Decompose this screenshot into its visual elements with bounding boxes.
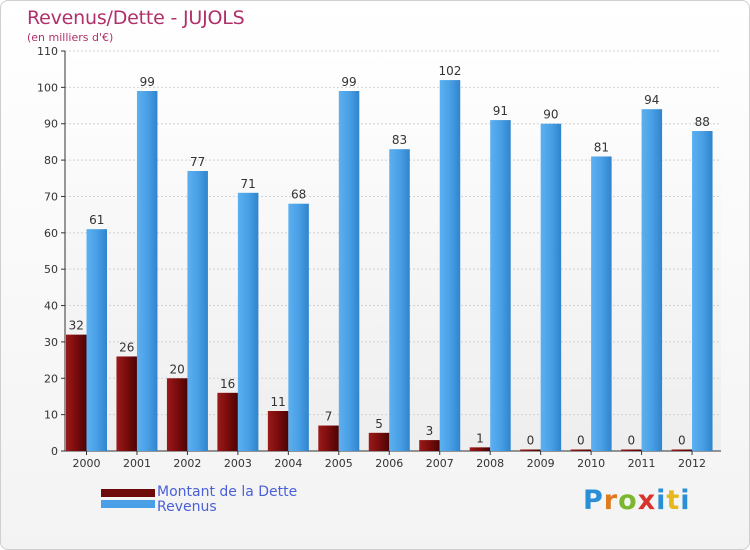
x-tick-label: 2012 bbox=[678, 457, 706, 470]
bar-revenus bbox=[389, 149, 410, 451]
bar-dette bbox=[368, 432, 390, 451]
data-label: 0 bbox=[628, 434, 636, 448]
bar-dette bbox=[520, 449, 541, 451]
y-tick-label: 80 bbox=[44, 154, 58, 167]
data-label: 3 bbox=[426, 424, 434, 438]
bar-dette bbox=[267, 411, 289, 451]
bar-revenus bbox=[540, 123, 562, 452]
data-label: 0 bbox=[678, 434, 686, 448]
y-tick-label: 30 bbox=[44, 336, 58, 349]
bar-dette bbox=[419, 440, 440, 451]
x-tick-label: 2008 bbox=[476, 457, 504, 470]
legend-swatch-revenus bbox=[101, 500, 155, 508]
bar-dette bbox=[318, 425, 339, 451]
data-label: 20 bbox=[170, 362, 185, 376]
data-label: 68 bbox=[291, 188, 306, 202]
bar-revenus bbox=[187, 171, 208, 451]
legend-label-revenus: Revenus bbox=[157, 499, 217, 515]
bar-dette bbox=[570, 449, 592, 451]
brand-letter: r bbox=[603, 485, 619, 516]
data-label: 5 bbox=[375, 417, 383, 431]
bar-dette bbox=[469, 447, 491, 451]
x-tick-label: 2011 bbox=[628, 457, 656, 470]
y-tick-label: 50 bbox=[44, 263, 58, 276]
bar-revenus bbox=[591, 156, 612, 452]
bar-dette bbox=[116, 356, 137, 451]
bar-revenus bbox=[86, 229, 107, 451]
bar-revenus bbox=[641, 109, 663, 451]
x-tick-label: 2005 bbox=[325, 457, 353, 470]
y-tick-label: 100 bbox=[37, 81, 58, 94]
brand-letter: t bbox=[666, 485, 681, 516]
y-tick-label: 20 bbox=[44, 372, 58, 385]
data-label: 102 bbox=[439, 64, 462, 78]
data-label: 71 bbox=[240, 177, 255, 191]
data-label: 11 bbox=[270, 395, 285, 409]
data-label: 0 bbox=[577, 434, 585, 448]
x-tick-label: 2000 bbox=[73, 457, 101, 470]
bar-dette bbox=[166, 378, 188, 451]
bar-dette bbox=[217, 392, 238, 451]
brand-letter: i bbox=[680, 485, 691, 516]
x-tick-label: 2004 bbox=[274, 457, 302, 470]
bar-revenus bbox=[338, 91, 360, 451]
data-label: 7 bbox=[325, 410, 333, 424]
data-label: 91 bbox=[493, 104, 508, 118]
y-tick-label: 40 bbox=[44, 300, 58, 313]
data-label: 1 bbox=[476, 431, 484, 445]
brand-letter: P bbox=[583, 485, 604, 516]
x-tick-label: 2001 bbox=[123, 457, 151, 470]
data-label: 99 bbox=[140, 75, 155, 89]
data-label: 81 bbox=[594, 140, 609, 154]
data-label: 99 bbox=[341, 75, 356, 89]
x-tick-label: 2010 bbox=[577, 457, 605, 470]
y-tick-label: 10 bbox=[44, 409, 58, 422]
data-label: 26 bbox=[119, 340, 134, 354]
y-tick-label: 70 bbox=[44, 190, 58, 203]
data-label: 90 bbox=[543, 108, 558, 122]
bar-dette bbox=[66, 334, 87, 451]
chart-subtitle: (en milliers d'€) bbox=[27, 31, 114, 44]
bar-revenus bbox=[136, 91, 158, 451]
bar-revenus bbox=[692, 131, 713, 451]
data-label: 88 bbox=[695, 115, 710, 129]
x-tick-label: 2006 bbox=[375, 457, 403, 470]
data-label: 94 bbox=[644, 93, 659, 107]
x-tick-label: 2007 bbox=[426, 457, 454, 470]
legend-swatch-dette bbox=[101, 489, 155, 497]
bar-dette bbox=[621, 449, 642, 451]
data-label: 83 bbox=[392, 133, 407, 147]
x-tick-label: 2003 bbox=[224, 457, 252, 470]
brand-letter: o bbox=[618, 485, 638, 516]
chart-title: Revenus/Dette - JUJOLS bbox=[27, 7, 245, 29]
data-label: 61 bbox=[89, 213, 104, 227]
bar-revenus bbox=[490, 120, 511, 451]
y-tick-label: 0 bbox=[51, 445, 58, 458]
legend-label-dette: Montant de la Dette bbox=[157, 484, 298, 500]
y-tick-label: 110 bbox=[37, 45, 58, 58]
x-tick-label: 2009 bbox=[527, 457, 555, 470]
bar-dette bbox=[671, 449, 693, 451]
brand-letter: i bbox=[656, 485, 667, 516]
data-label: 0 bbox=[527, 434, 535, 448]
brand-letter: x bbox=[637, 485, 657, 516]
data-label: 16 bbox=[220, 377, 235, 391]
proxiti-logo: Proxiti bbox=[583, 485, 691, 516]
bar-revenus bbox=[288, 203, 309, 451]
y-tick-label: 60 bbox=[44, 227, 58, 240]
bar-revenus bbox=[237, 192, 259, 451]
x-tick-label: 2002 bbox=[173, 457, 201, 470]
y-tick-label: 90 bbox=[44, 118, 58, 131]
data-label: 77 bbox=[190, 155, 205, 169]
bar-revenus bbox=[439, 80, 461, 451]
data-label: 32 bbox=[69, 319, 84, 333]
